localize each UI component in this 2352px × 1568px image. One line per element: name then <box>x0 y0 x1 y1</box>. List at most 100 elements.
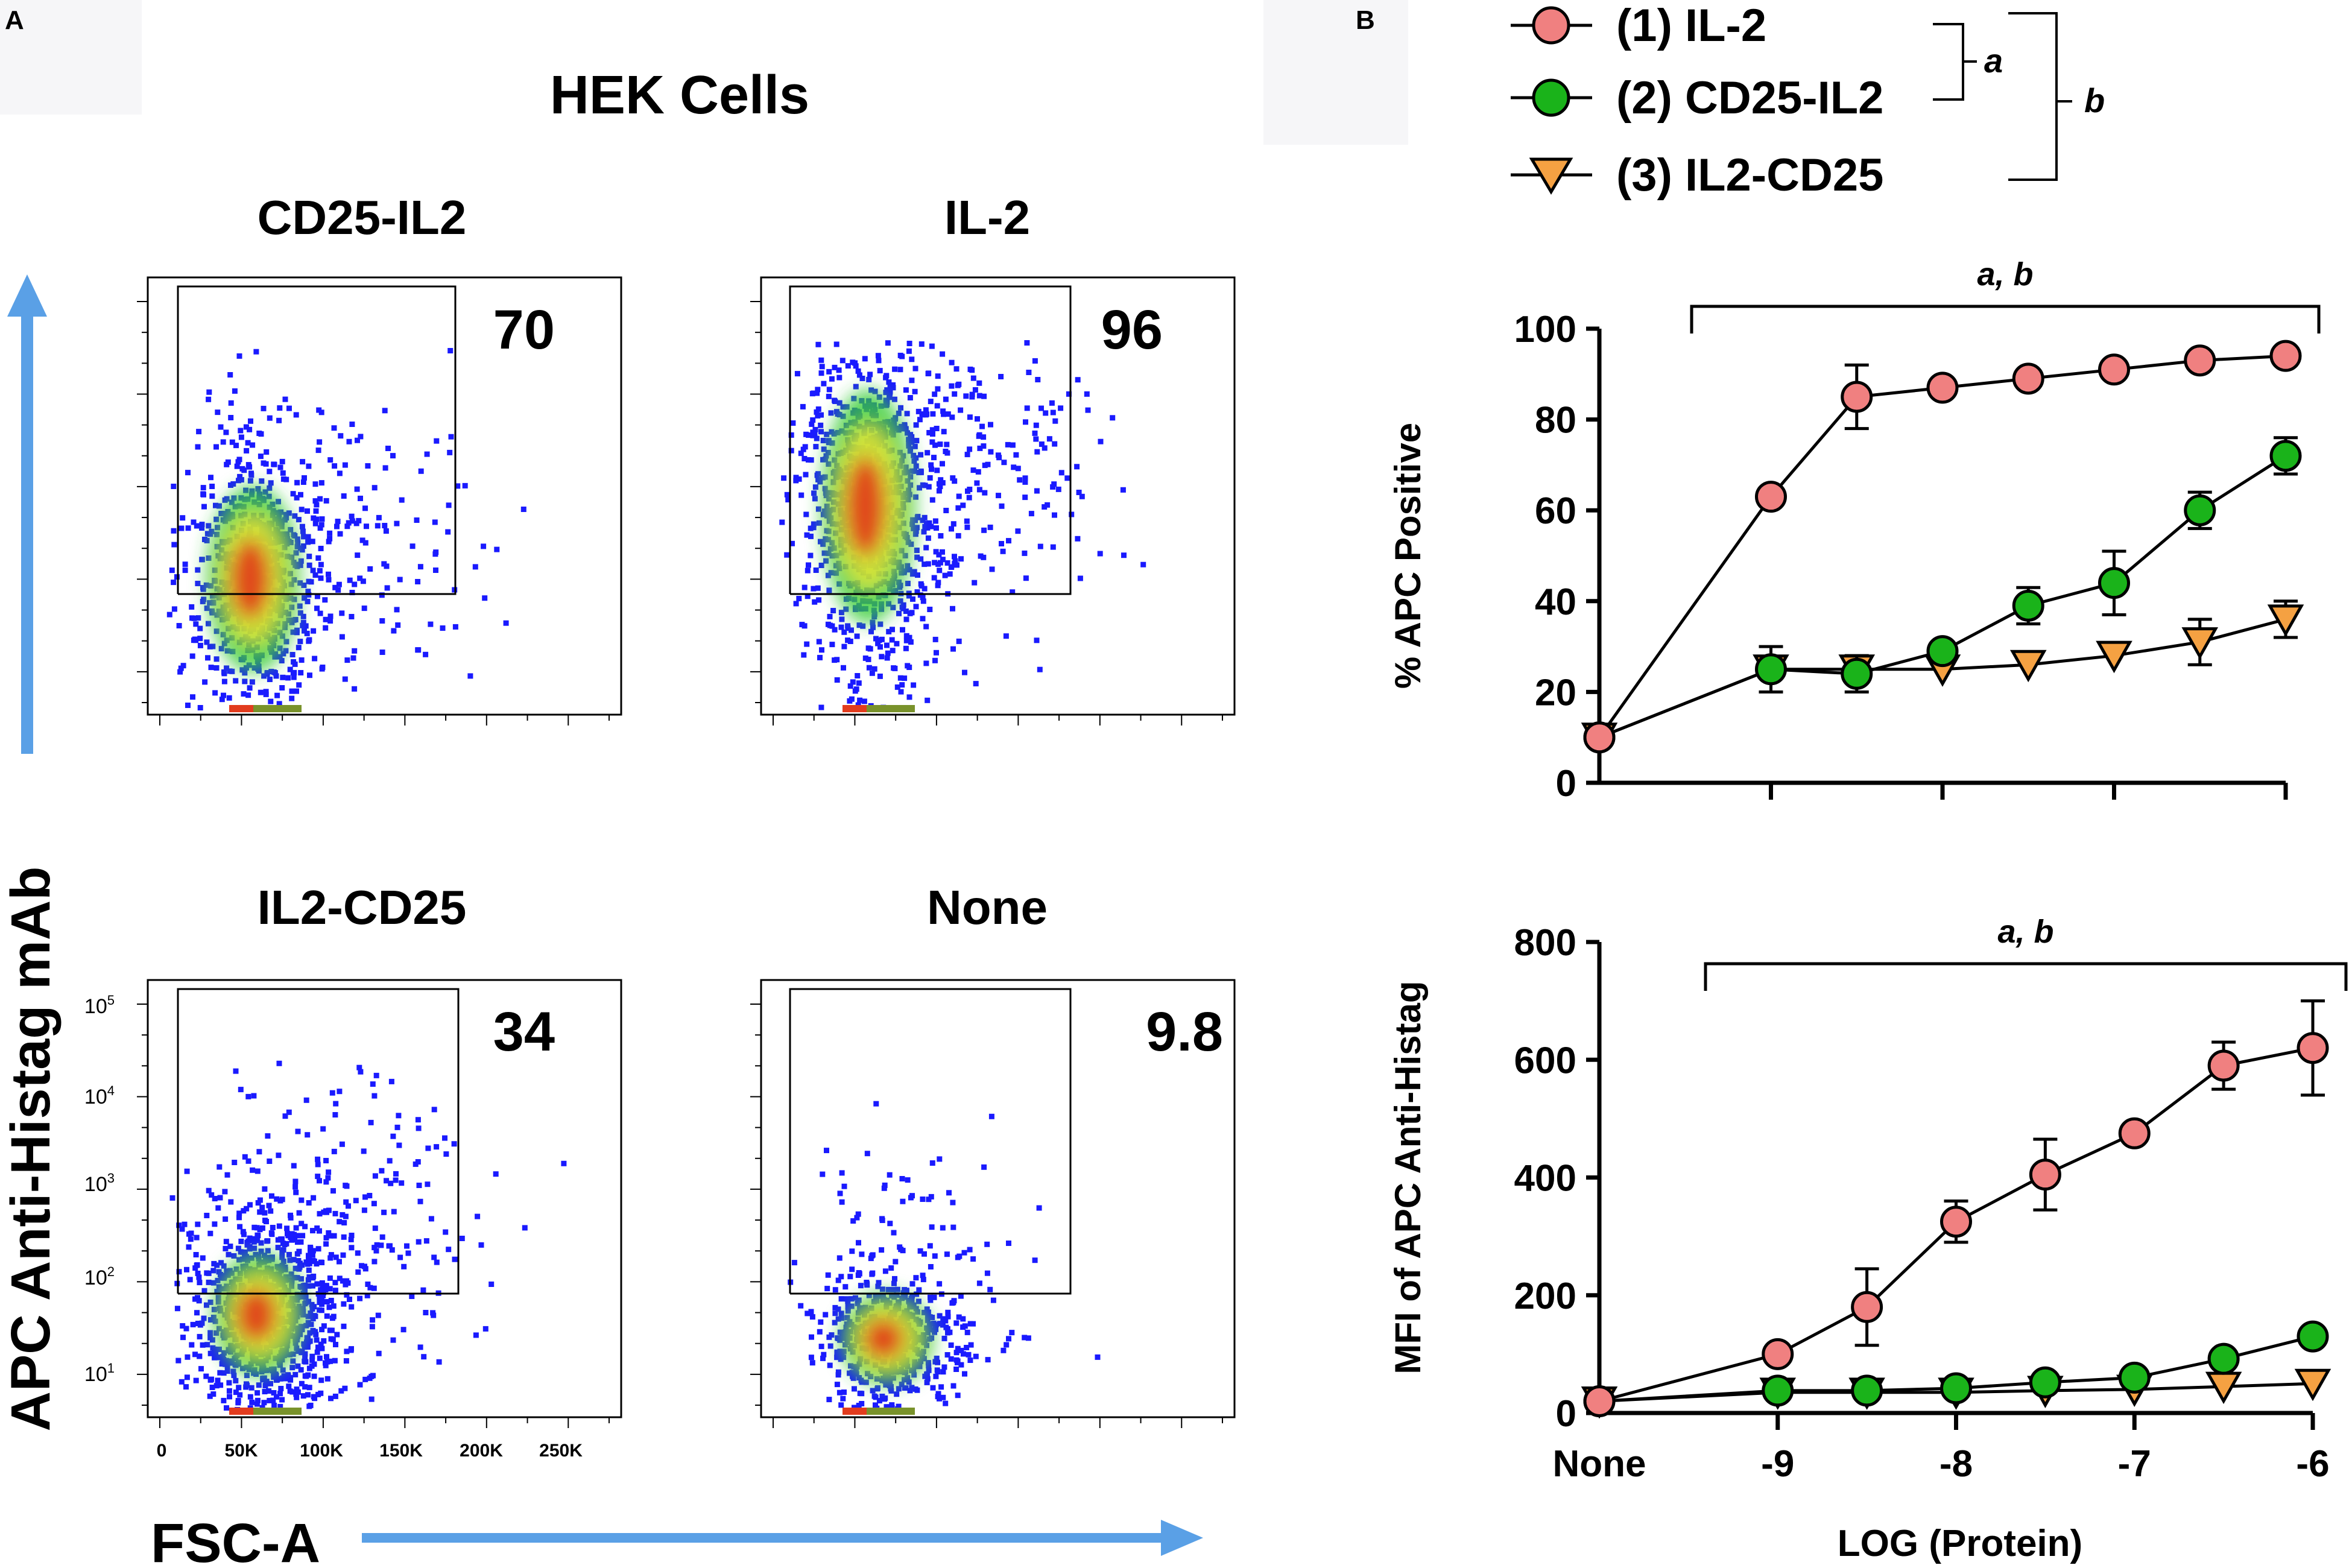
flow-dot <box>966 495 972 501</box>
y-tick-label: 200 <box>1514 1276 1576 1317</box>
series-2 <box>1583 1320 2329 1417</box>
flow-dot <box>988 449 994 455</box>
flow-dot <box>285 1373 291 1379</box>
flow-dot <box>321 1338 327 1344</box>
flow-dot <box>927 1314 933 1320</box>
flow-dot <box>806 457 811 463</box>
flow-dot <box>834 1382 840 1388</box>
flow-dot <box>881 1185 887 1191</box>
flow-dot <box>950 646 956 652</box>
flow-dot <box>180 1335 186 1341</box>
data-point <box>2029 1366 2061 1399</box>
flow-dot <box>404 1243 409 1249</box>
flow-dot <box>186 1231 192 1237</box>
flow-dot <box>963 393 969 399</box>
flow-dot <box>869 1271 875 1277</box>
flow-dot <box>191 519 197 525</box>
flow-dot <box>1025 1335 1031 1341</box>
flow-dot <box>902 1385 908 1391</box>
flow-dot <box>808 525 814 531</box>
flow-dot <box>985 1357 991 1363</box>
flow-dot <box>328 1336 334 1342</box>
flow-dot <box>344 1348 350 1355</box>
flow-dot <box>347 1297 352 1302</box>
flow-dot <box>326 571 331 577</box>
flow-dot <box>808 1309 814 1315</box>
flow-dot <box>793 478 799 484</box>
flow-dot <box>961 1250 967 1256</box>
flow-dot <box>280 476 286 482</box>
flow-dot <box>204 1270 210 1276</box>
flow-dot <box>327 1275 333 1281</box>
flow-dot <box>289 1237 295 1243</box>
flow-dot <box>934 525 939 531</box>
y-axis-label: MFI of APC Anti-Histag <box>1388 981 1428 1374</box>
flow-dot <box>884 387 890 393</box>
data-point <box>2012 362 2044 395</box>
flow-dot <box>189 653 195 659</box>
flow-dot <box>277 1391 283 1397</box>
flow-dot <box>811 490 817 496</box>
flow-dot <box>839 1199 845 1205</box>
flow-dot <box>905 581 911 586</box>
flow-dot <box>998 374 1004 379</box>
flow-dot <box>916 1287 922 1293</box>
flow-dot <box>195 1295 200 1301</box>
flow-dot <box>999 541 1004 546</box>
data-point <box>2029 1159 2061 1191</box>
flow-dot <box>309 1252 315 1258</box>
flow-dot <box>327 457 334 463</box>
flow-dot <box>344 657 350 663</box>
flow-dot <box>374 1242 380 1248</box>
flow-dot <box>943 396 949 402</box>
flow-dot <box>912 365 918 371</box>
flow-dot <box>376 1350 382 1356</box>
flow-dot <box>925 535 931 541</box>
flow-dot <box>197 642 203 648</box>
flow-dot <box>409 1294 415 1299</box>
flow-dot <box>280 651 286 657</box>
flow-dot <box>852 360 858 366</box>
flow-dot <box>306 1260 312 1266</box>
flow-dot <box>361 605 367 612</box>
flow-dot <box>803 431 809 437</box>
flow-dot <box>1013 452 1019 458</box>
flow-dot <box>303 1259 309 1265</box>
flow-dot <box>447 449 453 455</box>
flow-dot <box>958 1293 964 1299</box>
flow-dot <box>942 572 948 578</box>
flow-dot <box>932 442 938 448</box>
flow-dot <box>381 1209 387 1215</box>
flow-dot <box>414 517 420 523</box>
flow-dot <box>237 1392 243 1398</box>
flow-dot <box>840 1396 846 1402</box>
flow-dot <box>943 449 949 454</box>
flow-dot <box>907 448 913 454</box>
flow-dot <box>300 1233 306 1239</box>
flow-dot <box>815 406 821 412</box>
flow-dot <box>964 452 970 458</box>
flow-dot <box>245 1158 251 1164</box>
flow-dot <box>326 1169 332 1175</box>
flow-dot <box>268 1380 273 1386</box>
flow-dot <box>182 1221 188 1227</box>
flow-dot <box>815 341 821 347</box>
flow-dot <box>835 1306 841 1312</box>
flow-dot <box>337 470 343 476</box>
flow-dot <box>196 1298 202 1304</box>
flow-dot <box>323 1158 329 1163</box>
flow-dot <box>267 415 273 421</box>
flow-dot <box>416 1125 422 1131</box>
flow-dot <box>289 1365 296 1371</box>
flow-dot <box>912 1386 918 1392</box>
flow-dot <box>202 679 208 685</box>
flow-dot <box>199 557 205 563</box>
flow-dot <box>323 1179 329 1185</box>
flow-dot <box>289 688 295 694</box>
flow-dot <box>933 1373 939 1379</box>
flow-dot <box>917 485 922 491</box>
flow-dot <box>832 399 838 404</box>
flow-dot <box>299 523 305 530</box>
flow-dot <box>365 1282 371 1287</box>
flow-dot <box>886 628 892 634</box>
